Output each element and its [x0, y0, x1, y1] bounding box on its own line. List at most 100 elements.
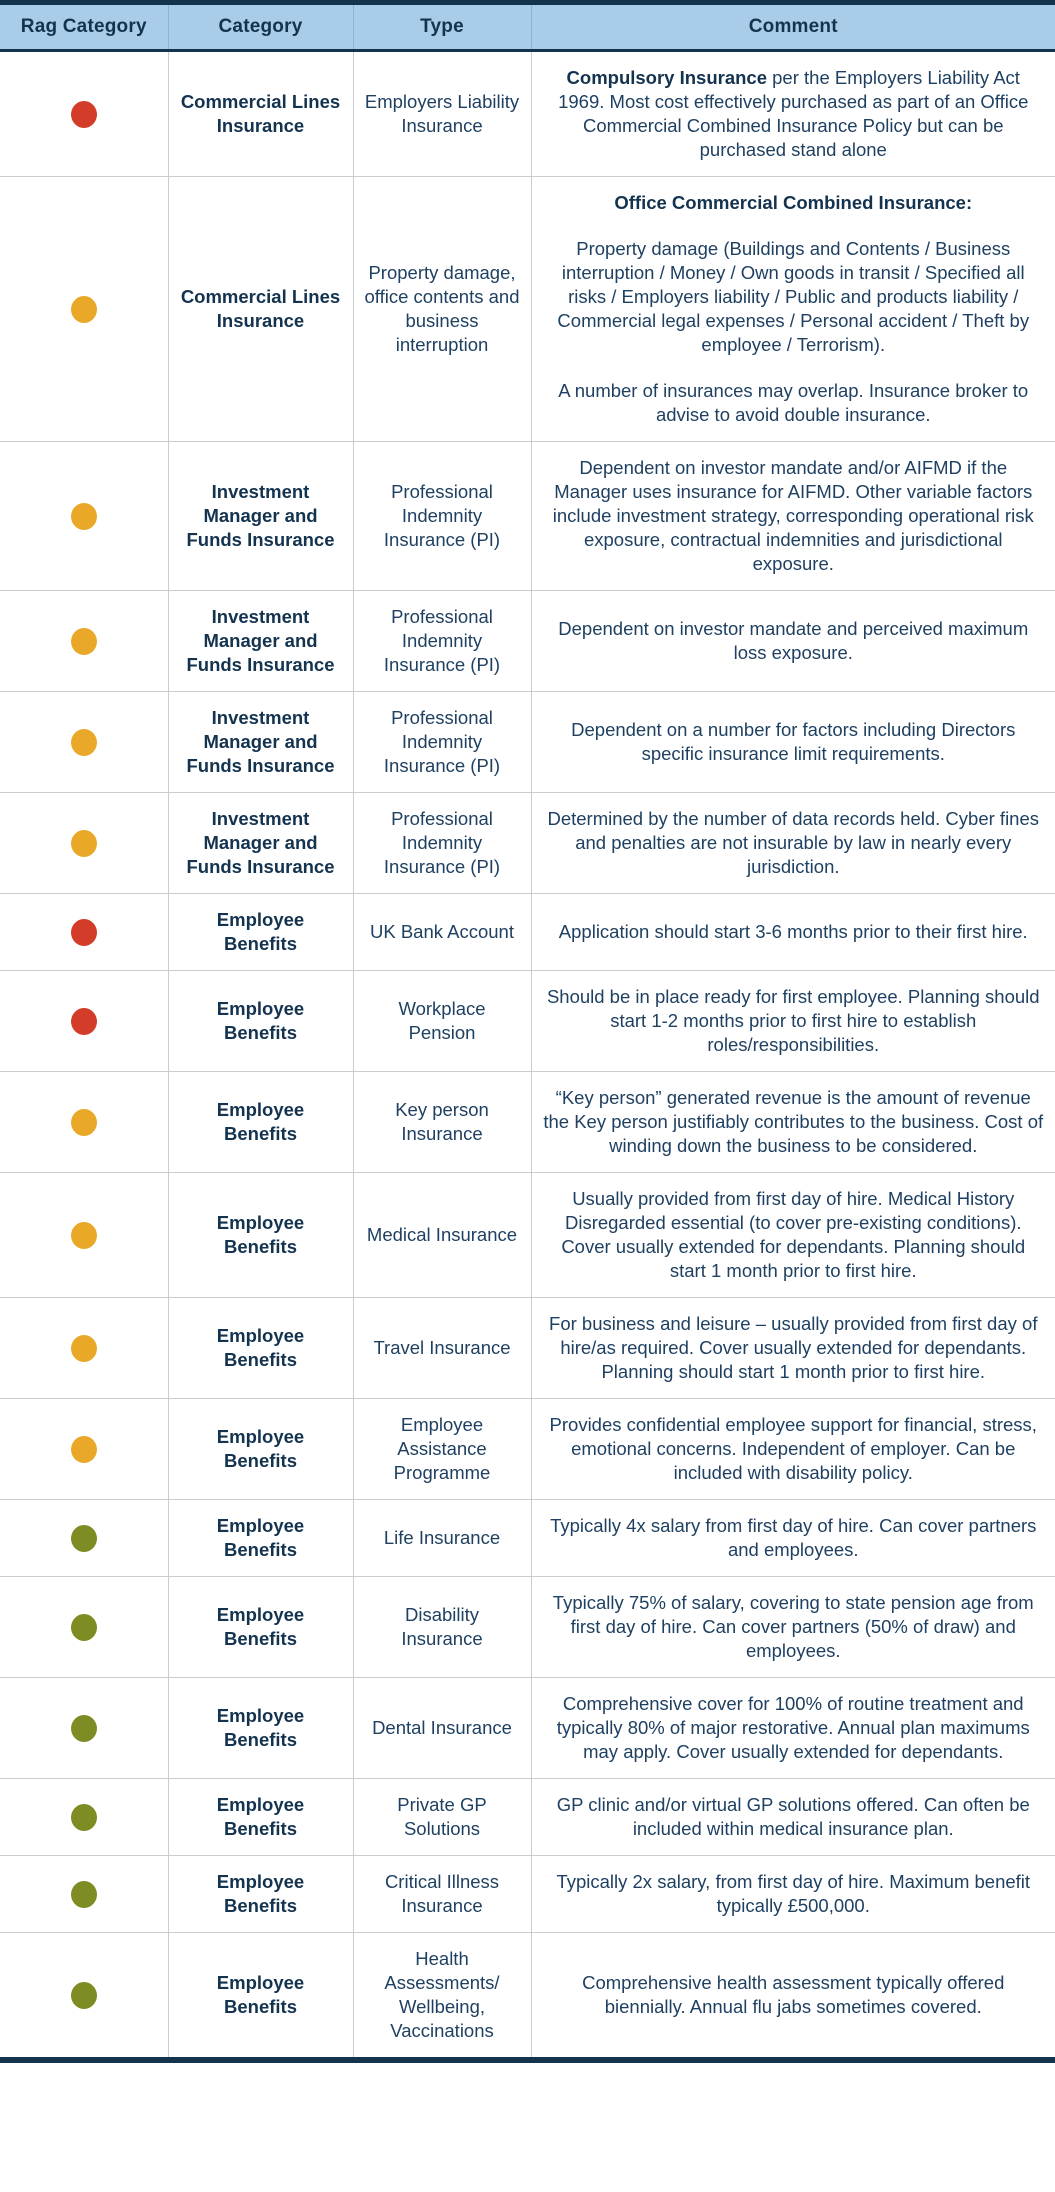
table-row: Employee Benefits Critical Illness Insur…	[0, 1855, 1055, 1933]
comment-cell: Typically 4x salary from first day of hi…	[530, 1499, 1055, 1577]
comment-cell: Compulsory Insurance per the Employers L…	[530, 50, 1055, 177]
category-cell: Employee Benefits	[167, 1576, 353, 1678]
comment-paragraph: Compulsory Insurance per the Employers L…	[558, 67, 1029, 160]
type-cell: Medical Insurance	[352, 1172, 531, 1298]
rag-cell	[0, 970, 168, 1072]
category-cell: Commercial Lines Insurance	[167, 50, 353, 177]
type-cell: Disability Insurance	[352, 1576, 531, 1678]
red-status-dot	[70, 1007, 97, 1035]
table-row: Employee Benefits UK Bank Account Applic…	[0, 893, 1055, 971]
comment-paragraph: Office Commercial Combined Insurance:	[614, 192, 973, 213]
rag-cell	[0, 1677, 168, 1779]
type-cell: Professional Indemnity Insurance (PI)	[352, 590, 531, 692]
comment-paragraph: Comprehensive cover for 100% of routine …	[556, 1693, 1030, 1762]
comment-cell: For business and leisure – usually provi…	[530, 1297, 1055, 1399]
rag-cell	[0, 792, 168, 894]
amber-status-dot	[70, 1221, 97, 1249]
category-cell: Employee Benefits	[167, 1297, 353, 1399]
table-row: Employee Benefits Dental Insurance Compr…	[0, 1677, 1055, 1779]
type-cell: Employers Liability Insurance	[352, 50, 531, 177]
insurance-rag-table: Rag Category Category Type Comment Comme…	[0, 0, 1055, 2063]
comment-paragraph: Usually provided from first day of hire.…	[561, 1188, 1026, 1281]
amber-status-dot	[70, 627, 97, 655]
comment-cell: Should be in place ready for first emplo…	[530, 970, 1055, 1072]
green-status-dot	[70, 1714, 97, 1742]
comment-paragraph: “Key person” generated revenue is the am…	[543, 1087, 1044, 1156]
category-cell: Employee Benefits	[167, 1855, 353, 1933]
comment-cell: Comprehensive cover for 100% of routine …	[530, 1677, 1055, 1779]
table-row: Employee Benefits Employee Assistance Pr…	[0, 1398, 1055, 1500]
green-status-dot	[70, 1613, 97, 1641]
comment-cell: Dependent on a number for factors includ…	[530, 691, 1055, 793]
comment-paragraph: Dependent on investor mandate and/or AIF…	[552, 457, 1034, 574]
type-cell: UK Bank Account	[352, 893, 531, 971]
table-row: Investment Manager and Funds Insurance P…	[0, 792, 1055, 894]
comment-paragraph: Determined by the number of data records…	[547, 808, 1040, 877]
comment-cell: Provides confidential employee support f…	[530, 1398, 1055, 1500]
comment-paragraph: Should be in place ready for first emplo…	[546, 986, 1040, 1055]
column-header-rag-category: Rag Category	[0, 2, 168, 52]
table-row: Investment Manager and Funds Insurance P…	[0, 590, 1055, 692]
type-cell: Travel Insurance	[352, 1297, 531, 1399]
table-row: Employee Benefits Life Insurance Typical…	[0, 1499, 1055, 1577]
table-header: Rag Category Category Type Comment	[0, 2, 1055, 52]
category-cell: Employee Benefits	[167, 1677, 353, 1779]
type-cell: Workplace Pension	[352, 970, 531, 1072]
comment-cell: Dependent on investor mandate and percei…	[530, 590, 1055, 692]
table-row: Employee Benefits Disability Insurance T…	[0, 1576, 1055, 1678]
comment-cell: GP clinic and/or virtual GP solutions of…	[530, 1778, 1055, 1856]
rag-cell	[0, 51, 168, 177]
category-cell: Employee Benefits	[167, 1172, 353, 1298]
green-status-dot	[70, 1981, 97, 2009]
comment-paragraph: Comprehensive health assessment typicall…	[582, 1972, 1005, 2017]
comment-cell: Usually provided from first day of hire.…	[530, 1172, 1055, 1298]
type-cell: Professional Indemnity Insurance (PI)	[352, 441, 531, 591]
category-cell: Investment Manager and Funds Insurance	[167, 792, 353, 894]
type-cell: Key person Insurance	[352, 1071, 531, 1173]
rag-cell	[0, 1576, 168, 1678]
red-status-dot	[70, 918, 97, 946]
table-row: Investment Manager and Funds Insurance P…	[0, 441, 1055, 591]
comment-paragraph: Dependent on a number for factors includ…	[571, 719, 1016, 764]
rag-cell	[0, 1297, 168, 1399]
column-header-type: Type	[352, 2, 531, 52]
comment-cell: Dependent on investor mandate and/or AIF…	[530, 441, 1055, 591]
rag-cell	[0, 176, 168, 442]
category-cell: Investment Manager and Funds Insurance	[167, 441, 353, 591]
header-row: Rag Category Category Type Comment	[0, 2, 1055, 52]
comment-paragraph: Application should start 3-6 months prio…	[558, 921, 1028, 942]
type-cell: Employee Assistance Programme	[352, 1398, 531, 1500]
table-row: Employee Benefits Workplace Pension Shou…	[0, 970, 1055, 1072]
rag-cell	[0, 441, 168, 591]
rag-cell	[0, 1071, 168, 1173]
category-cell: Employee Benefits	[167, 1778, 353, 1856]
amber-status-dot	[70, 728, 97, 756]
comment-cell: Typically 2x salary, from first day of h…	[530, 1855, 1055, 1933]
comment-cell: Application should start 3-6 months prio…	[530, 893, 1055, 971]
amber-status-dot	[70, 295, 97, 323]
comment-paragraph: Dependent on investor mandate and percei…	[558, 618, 1029, 663]
type-cell: Life Insurance	[352, 1499, 531, 1577]
rag-cell	[0, 590, 168, 692]
comment-paragraph: GP clinic and/or virtual GP solutions of…	[556, 1794, 1030, 1839]
table-row: Employee Benefits Health Assessments/ We…	[0, 1932, 1055, 2060]
type-cell: Health Assessments/ Wellbeing, Vaccinati…	[352, 1932, 531, 2060]
amber-status-dot	[70, 1435, 97, 1463]
comment-paragraph: Typically 2x salary, from first day of h…	[556, 1871, 1031, 1916]
green-status-dot	[70, 1880, 97, 1908]
comment-cell: Typically 75% of salary, covering to sta…	[530, 1576, 1055, 1678]
type-cell: Critical Illness Insurance	[352, 1855, 531, 1933]
rag-cell	[0, 1398, 168, 1500]
table-body: Commercial Lines Insurance Employers Lia…	[0, 50, 1055, 2060]
table-row: Employee Benefits Key person Insurance “…	[0, 1071, 1055, 1173]
category-cell: Employee Benefits	[167, 893, 353, 971]
column-header-category: Category	[167, 2, 353, 52]
type-cell: Professional Indemnity Insurance (PI)	[352, 792, 531, 894]
green-status-dot	[70, 1524, 97, 1552]
amber-status-dot	[70, 1334, 97, 1362]
category-cell: Employee Benefits	[167, 1398, 353, 1500]
type-cell: Private GP Solutions	[352, 1778, 531, 1856]
table-row: Employee Benefits Travel Insurance For b…	[0, 1297, 1055, 1399]
category-cell: Employee Benefits	[167, 970, 353, 1072]
category-cell: Commercial Lines Insurance	[167, 176, 353, 442]
